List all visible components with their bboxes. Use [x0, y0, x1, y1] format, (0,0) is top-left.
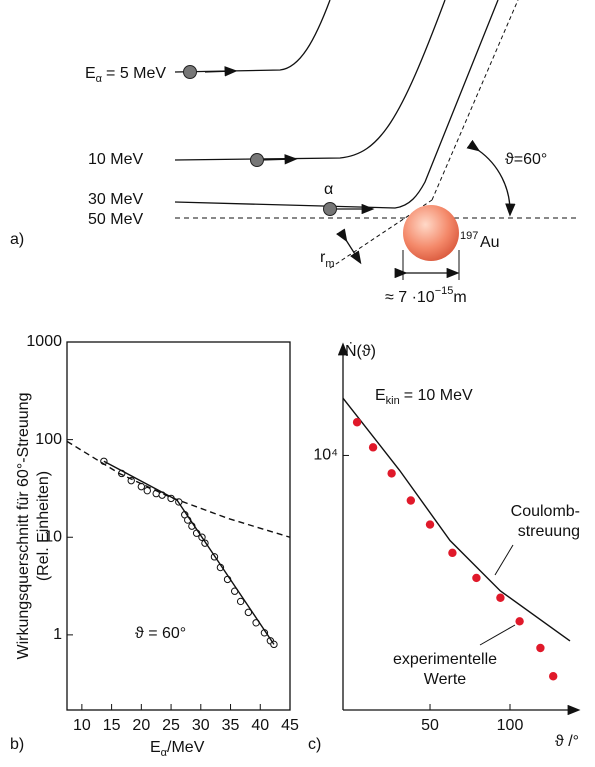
trajectory	[174, 0, 499, 209]
annotation: ϑ = 60°	[135, 625, 186, 642]
panel-a: Eα = 5 MeV 10 MeV 30 MeV 50 MeV α ϑ=60° 1…	[10, 0, 578, 306]
y-tick-label: 1000	[26, 333, 62, 350]
annotation: Ekin = 10 MeV	[375, 387, 473, 407]
data-point	[448, 548, 457, 558]
alpha-particle	[183, 65, 197, 79]
trajectory	[174, 0, 331, 73]
label: m	[453, 289, 466, 306]
x-tick-label: 20	[132, 717, 150, 734]
data-point	[352, 418, 362, 427]
y-tick-label: 10⁴	[313, 447, 338, 464]
leader-line	[494, 544, 514, 576]
x-tick-label: 35	[222, 717, 240, 734]
rm-label: rm	[320, 249, 335, 270]
label: r	[320, 249, 326, 266]
y-tick-label: 100	[35, 431, 62, 448]
data-point	[406, 496, 416, 505]
data-point	[236, 597, 245, 606]
x-tick-label: 50	[421, 717, 439, 734]
label: E	[85, 65, 96, 82]
x-tick-label: 45	[281, 717, 299, 734]
label: E	[150, 739, 161, 756]
energy-label: 50 MeV	[88, 211, 143, 228]
data-point	[425, 520, 435, 529]
asymptote	[431, 0, 519, 201]
gold-nucleus	[403, 205, 459, 261]
label: E	[375, 387, 386, 404]
x-tick-label: 10	[73, 717, 91, 734]
size-label: ≈ 7 ·10−15m	[385, 285, 467, 306]
label: m	[325, 258, 334, 270]
label: α	[96, 73, 103, 85]
alpha-particle	[323, 202, 337, 216]
y-axis-label: (Rel. Einheiten)	[35, 471, 52, 581]
alpha-particle	[250, 153, 264, 167]
label: ≈ 7 ·10	[385, 289, 435, 306]
plot-frame	[66, 341, 291, 711]
x-tick-label: 100	[497, 717, 524, 734]
x-axis-label: Eα/MeV	[150, 739, 205, 759]
curve-label: Coulomb-	[511, 503, 580, 520]
data-point	[244, 608, 253, 617]
panel-label: c)	[308, 736, 321, 753]
arrow	[261, 154, 298, 165]
energy-label: Eα = 5 MeV	[85, 65, 166, 85]
label: α	[161, 747, 168, 759]
data-point	[496, 593, 505, 602]
trajectory	[174, 0, 446, 161]
x-tick-label: 15	[103, 717, 121, 734]
curve-label: streuung	[518, 523, 580, 540]
label: kin	[386, 395, 400, 407]
label: = 10 MeV	[404, 387, 473, 404]
energy-label: 10 MeV	[88, 151, 143, 168]
x-tick-label: 30	[192, 717, 210, 734]
mass-number: 197	[460, 230, 478, 242]
label: = 5 MeV	[106, 65, 166, 82]
data-point	[143, 486, 151, 495]
data-point	[549, 672, 558, 681]
points-label: experimentelle	[393, 651, 497, 668]
x-tick-label: 25	[162, 717, 180, 734]
data-point	[387, 469, 396, 478]
panel-label: b)	[10, 736, 24, 753]
alpha-label: α	[324, 181, 333, 198]
label: /MeV	[167, 739, 205, 756]
leader-line	[479, 624, 516, 646]
x-axis-label: ϑ /°	[555, 733, 579, 750]
data-point	[368, 443, 378, 452]
y-axis-label: Wirkungsquerschnitt für 60°-Streuung	[15, 393, 32, 660]
data-point	[472, 573, 481, 583]
points-label: Werte	[424, 671, 466, 688]
data-point	[536, 643, 545, 653]
rm-arrow	[336, 228, 362, 265]
curve	[342, 397, 571, 642]
data-point	[515, 617, 524, 626]
energy-label: 30 MeV	[88, 191, 143, 208]
x-tick-label: 40	[251, 717, 269, 734]
y-tick-label: 10	[44, 528, 62, 545]
arrow	[204, 66, 238, 77]
y-tick-label: 1	[53, 626, 62, 643]
angle-arc	[466, 139, 516, 217]
curve	[103, 460, 275, 645]
angle-label: ϑ=60°	[505, 151, 547, 168]
curve	[66, 440, 291, 538]
nucleus-label: Au	[480, 234, 500, 251]
label: −15	[435, 285, 454, 297]
y-axis-label: Ṅ(ϑ)	[345, 341, 376, 360]
panel-label: a)	[10, 231, 24, 248]
